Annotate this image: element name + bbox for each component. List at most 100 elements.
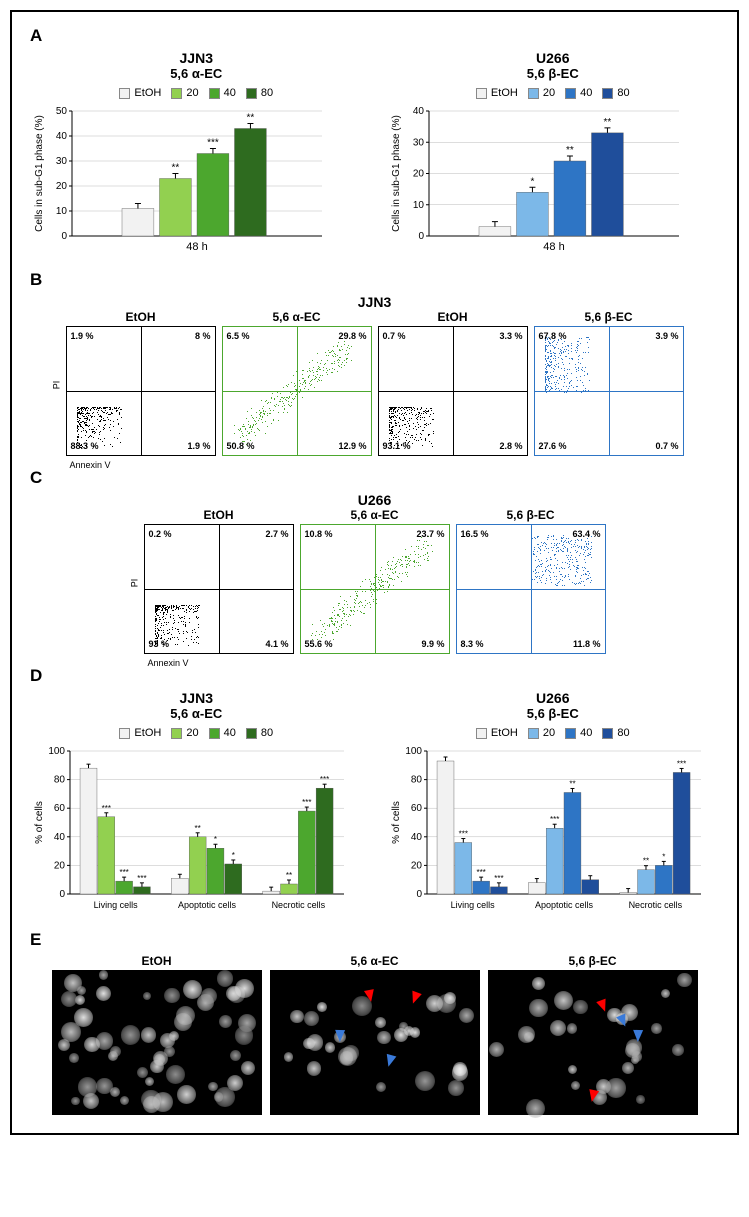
svg-text:**: **: [569, 779, 575, 788]
micrograph-title: 5,6 β-EC: [488, 954, 698, 968]
quadrant-label: 3.9 %: [655, 331, 678, 341]
svg-text:*: *: [530, 176, 534, 187]
panel-b: B JJN3 EtOH1.9 %8 %88.3 %1.9 %PIAnnexin …: [30, 270, 719, 456]
quadrant-label: 4.1 %: [265, 639, 288, 649]
flow-title: 5,6 α-EC: [300, 508, 450, 522]
flow-box: 1.9 %8 %88.3 %1.9 %: [66, 326, 216, 456]
legend-label: 20: [186, 727, 198, 739]
svg-text:***: ***: [302, 798, 311, 807]
svg-text:Living cells: Living cells: [94, 900, 139, 910]
legend-label: EtOH: [134, 87, 161, 99]
legend: EtOH 20 40 80: [387, 727, 720, 739]
legend-swatch: [476, 728, 487, 739]
panel-d-right: U266 5,6 β-EC EtOH204080 020406080100% o…: [387, 690, 720, 918]
svg-text:***: ***: [320, 775, 329, 784]
quadrant-label: 0.7 %: [383, 331, 406, 341]
panel-a: A JJN3 5,6 α-EC EtOH204080 01020304050Ce…: [30, 26, 719, 258]
svg-text:Apoptotic cells: Apoptotic cells: [178, 900, 237, 910]
svg-text:80: 80: [54, 775, 66, 786]
flow-panel: EtOH0.2 %2.7 %93 %4.1 %PIAnnexin V: [144, 508, 294, 654]
legend-item: 20: [528, 727, 555, 739]
micrograph-image: [52, 970, 262, 1115]
svg-text:30: 30: [56, 156, 68, 167]
panel-a-right: U266 5,6 β-EC EtOH204080 010203040Cells …: [387, 50, 720, 258]
svg-text:80: 80: [410, 775, 422, 786]
legend-swatch: [119, 728, 130, 739]
panel-d: D JJN3 5,6 α-EC EtOH204080 020406080100%…: [30, 666, 719, 918]
svg-text:48 h: 48 h: [543, 241, 564, 253]
panel-e: E EtOH 5,6 α-EC 5,6 β-EC: [30, 930, 719, 1115]
quadrant-label: 29.8 %: [338, 331, 366, 341]
svg-text:50: 50: [56, 106, 68, 117]
svg-text:***: ***: [458, 830, 467, 839]
svg-text:**: **: [603, 117, 611, 128]
grouped-bar-chart-svg: 020406080100% of cells*********Living ce…: [30, 743, 350, 918]
bar-chart: 01020304050Cells in sub-G1 phase (%)****…: [30, 103, 363, 258]
panel-c: C U266 EtOH0.2 %2.7 %93 %4.1 %PIAnnexin …: [30, 468, 719, 654]
legend-label: 20: [186, 87, 198, 99]
quadrant-label: 16.5 %: [461, 529, 489, 539]
svg-text:0: 0: [59, 889, 65, 900]
legend-label: EtOH: [491, 727, 518, 739]
chart-title: JJN3: [30, 690, 363, 706]
flow-title: 5,6 α-EC: [222, 310, 372, 324]
legend-label: 20: [543, 87, 555, 99]
micrograph-panel: EtOH: [52, 954, 262, 1115]
legend-label: 40: [224, 727, 236, 739]
svg-text:Apoptotic cells: Apoptotic cells: [534, 900, 593, 910]
flow-row: EtOH0.2 %2.7 %93 %4.1 %PIAnnexin V5,6 α-…: [30, 508, 719, 654]
legend-swatch: [565, 88, 576, 99]
legend-swatch: [246, 88, 257, 99]
legend-swatch: [476, 88, 487, 99]
grouped-bar-chart: 020406080100% of cells*********Living ce…: [30, 743, 363, 918]
flow-title: 5,6 β-EC: [456, 508, 606, 522]
panel-d-left: JJN3 5,6 α-EC EtOH204080 020406080100% o…: [30, 690, 363, 918]
chart-subtitle: 5,6 α-EC: [30, 706, 363, 721]
flow-panel: 5,6 β-EC67.8 %3.9 %27.6 %0.7 %: [534, 310, 684, 456]
quadrant-label: 93 %: [149, 639, 170, 649]
legend-swatch: [528, 88, 539, 99]
svg-text:Living cells: Living cells: [450, 900, 495, 910]
svg-text:**: **: [642, 857, 648, 866]
svg-text:Cells in sub-G1 phase (%): Cells in sub-G1 phase (%): [34, 115, 45, 232]
panel-c-title: U266: [30, 492, 719, 508]
svg-text:*: *: [662, 852, 665, 861]
quadrant-label: 93.1 %: [383, 441, 411, 451]
legend-swatch: [119, 88, 130, 99]
quadrant-label: 55.6 %: [305, 639, 333, 649]
panel-a-left: JJN3 5,6 α-EC EtOH204080 01020304050Cell…: [30, 50, 363, 258]
chart-subtitle: 5,6 β-EC: [387, 66, 720, 81]
micrograph-title: 5,6 α-EC: [270, 954, 480, 968]
svg-text:***: ***: [476, 868, 485, 877]
svg-text:% of cells: % of cells: [391, 801, 402, 844]
svg-text:20: 20: [412, 169, 424, 180]
flow-panel: EtOH1.9 %8 %88.3 %1.9 %PIAnnexin V: [66, 310, 216, 456]
svg-text:*: *: [232, 851, 235, 860]
quadrant-label: 0.7 %: [655, 441, 678, 451]
panel-e-label: E: [30, 930, 719, 950]
svg-text:10: 10: [412, 200, 424, 211]
y-axis-label: PI: [51, 381, 61, 390]
flow-panel: EtOH0.7 %3.3 %93.1 %2.8 %: [378, 310, 528, 456]
flow-title: EtOH: [66, 310, 216, 324]
legend-swatch: [171, 728, 182, 739]
quadrant-label: 6.5 %: [227, 331, 250, 341]
legend-item: EtOH: [119, 727, 161, 739]
svg-text:***: ***: [102, 804, 111, 813]
y-axis-label: PI: [129, 579, 139, 588]
quadrant-label: 88.3 %: [71, 441, 99, 451]
quadrant-label: 2.7 %: [265, 529, 288, 539]
legend-label: 40: [580, 87, 592, 99]
svg-text:**: **: [172, 163, 180, 174]
legend-swatch: [565, 728, 576, 739]
legend-item: 80: [602, 727, 629, 739]
quadrant-label: 27.6 %: [539, 441, 567, 451]
chart-title: JJN3: [30, 50, 363, 66]
arrow-icon: [408, 991, 422, 1006]
svg-text:*: *: [214, 835, 217, 844]
flow-title: EtOH: [144, 508, 294, 522]
legend-label: 20: [543, 727, 555, 739]
quadrant-label: 8.3 %: [461, 639, 484, 649]
legend-label: 40: [580, 727, 592, 739]
chart-title: U266: [387, 690, 720, 706]
